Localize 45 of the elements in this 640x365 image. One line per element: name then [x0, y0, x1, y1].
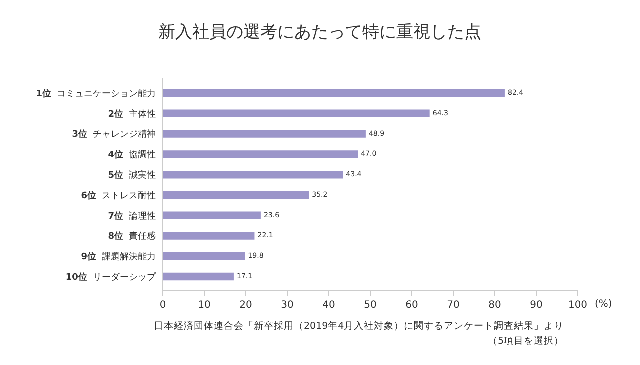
bar	[163, 170, 344, 179]
bar	[163, 89, 505, 98]
bar	[163, 212, 261, 220]
data-label: 35.2	[312, 190, 328, 199]
data-label: 47.0	[361, 149, 377, 158]
x-tick-label: 20	[240, 300, 252, 311]
x-tick-label: 60	[406, 300, 418, 311]
bar	[163, 191, 310, 200]
bar	[163, 252, 246, 260]
bar	[163, 232, 255, 240]
text: （5項目を選択）	[488, 335, 564, 347]
data-label: 43.4	[346, 170, 362, 179]
x-tick-label: 100	[568, 300, 588, 311]
data-label: 22.1	[258, 230, 274, 240]
x-tick-label: 90	[530, 300, 543, 311]
y-tick-label: 2位 主体性	[108, 108, 156, 120]
data-label: 17.1	[236, 272, 253, 281]
bar	[163, 272, 234, 281]
chart-title: 新入社員の選考にあたって特に重視した点	[158, 22, 482, 42]
bar	[163, 150, 358, 158]
y-tick-label: 8位 責任感	[108, 231, 156, 242]
y-tick-label: 10位 リーダーシップ	[66, 272, 158, 283]
bar	[163, 110, 430, 118]
y-tick-label: 9位 課題解決能力	[81, 252, 156, 263]
data-label: 82.4	[508, 88, 524, 98]
data-label: 64.3	[432, 108, 449, 118]
y-tick-label: 4位 協調性	[108, 150, 156, 161]
y-tick-label: 6位 ストレス耐性	[81, 190, 156, 202]
x-tick-label: 10	[198, 300, 211, 311]
x-axis-title: (%)	[595, 299, 612, 310]
y-tick-label: 7位 論理性	[108, 210, 156, 222]
y-tick-label: 1位 コミュニケーション能力	[36, 88, 156, 100]
data-label: 23.6	[264, 210, 280, 220]
y-tick-label: 5位 誠実性	[108, 170, 156, 181]
data-label: 19.8	[248, 251, 264, 260]
text: 日本経済団体連合会「新卒採用（2019年4月入社対象）に関するアンケート調査結果」より	[154, 320, 564, 332]
y-tick-label: 3位 チャレンジ精神	[72, 129, 156, 140]
x-tick-label: 80	[488, 300, 502, 311]
x-tick-label: 30	[281, 300, 294, 311]
data-label: 48.9	[368, 128, 385, 138]
x-tick-label: 70	[447, 300, 460, 311]
x-tick-label: 40	[322, 300, 336, 311]
bar	[163, 130, 366, 138]
x-tick-label: 0	[160, 300, 166, 311]
x-tick-label: 50	[364, 300, 377, 311]
